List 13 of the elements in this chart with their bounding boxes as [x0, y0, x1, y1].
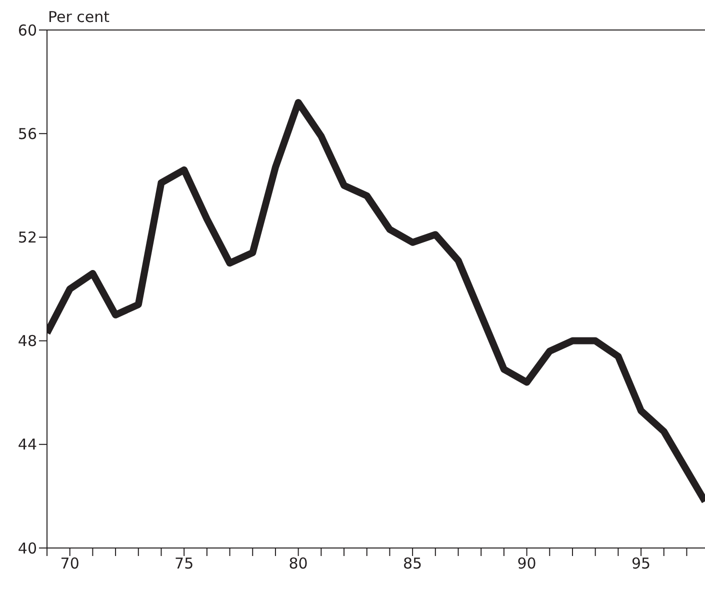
x-tick-label: 75 — [174, 554, 194, 573]
y-tick-label: 60 — [18, 21, 37, 40]
y-tick-label: 48 — [18, 332, 37, 350]
y-tick-label: 52 — [18, 228, 37, 247]
y-axis-title: Per cent — [48, 8, 110, 26]
y-tick-label: 40 — [18, 539, 37, 558]
x-tick-label: 85 — [403, 554, 422, 573]
x-tick-label: 90 — [517, 554, 536, 573]
x-tick-label: 70 — [60, 554, 80, 573]
y-tick-label: 56 — [18, 124, 37, 143]
x-tick-label: 80 — [288, 554, 308, 573]
x-tick-label: 95 — [631, 554, 651, 573]
y-tick-label: 44 — [18, 436, 37, 454]
